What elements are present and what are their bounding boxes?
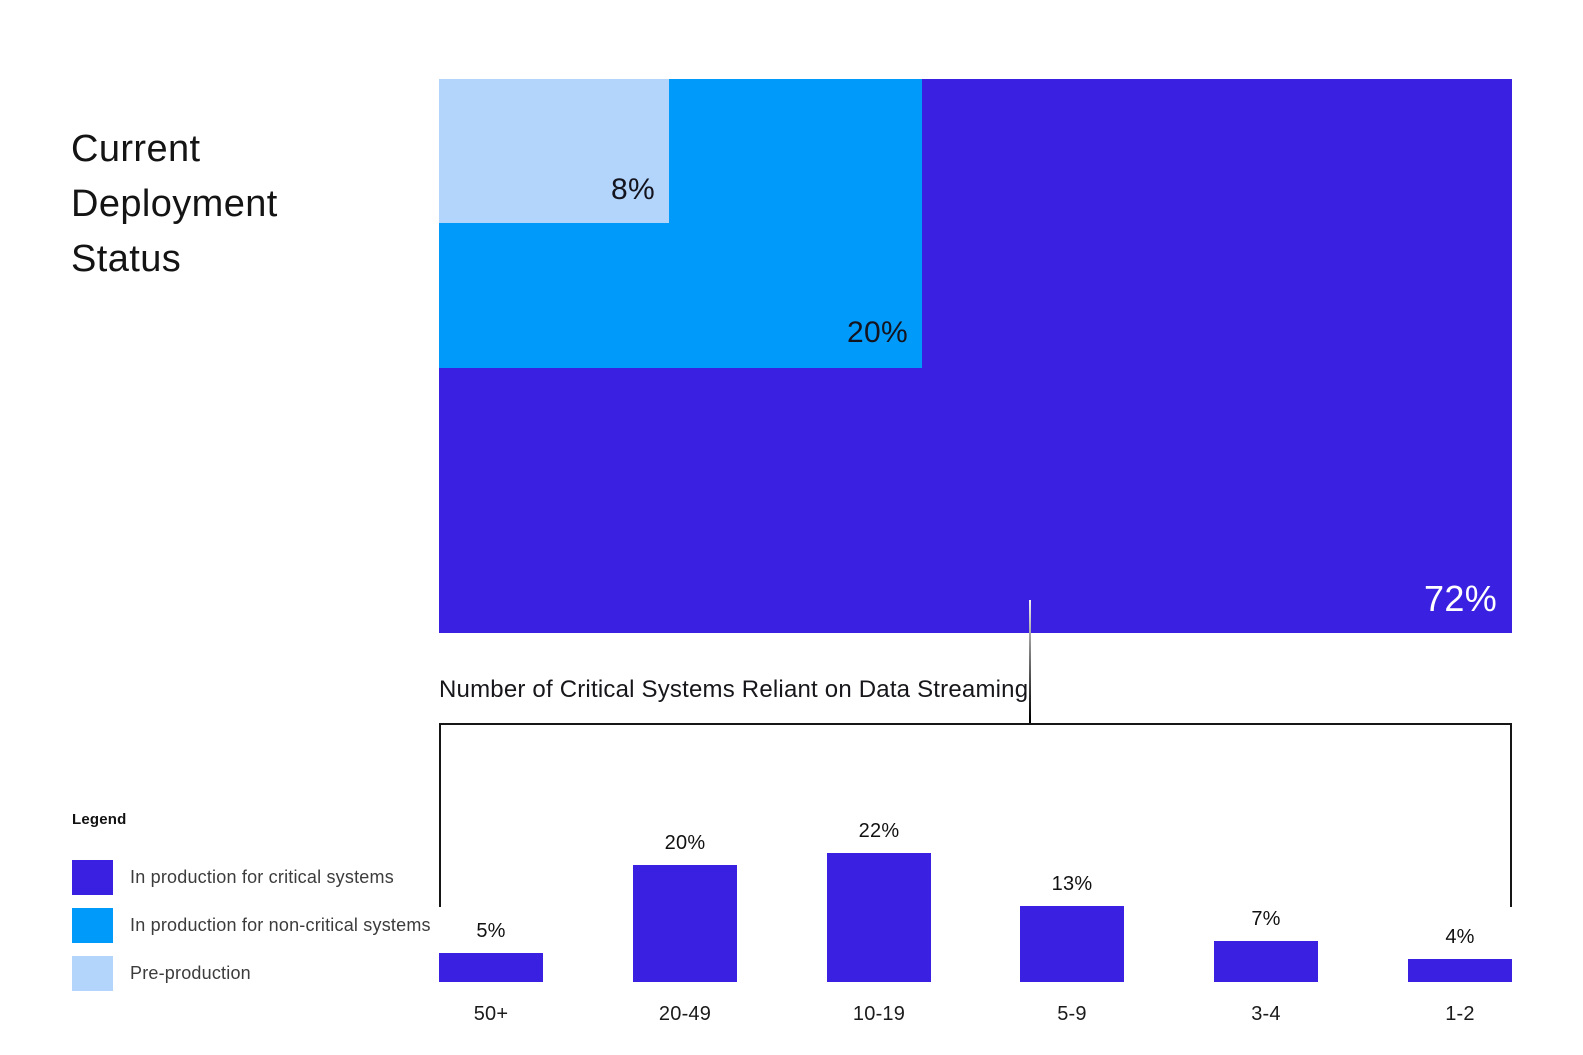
treemap-value-non-critical: 20%	[847, 316, 908, 349]
bar-category-label: 10-19	[852, 1003, 906, 1025]
bar-category-label: 1-2	[1445, 1003, 1475, 1025]
bar-category-label: 5-9	[1057, 1003, 1087, 1025]
bar-chart: 5% 50+ 20% 20-49 22% 10-19 13% 5-9 7% 3-4 4% 1-2	[439, 723, 1512, 1055]
bar-3-4	[1214, 941, 1318, 982]
page-title-line: Current	[71, 128, 201, 170]
bar-5-9	[1020, 906, 1124, 982]
bar-chart-frame	[439, 723, 1512, 907]
legend-label: Pre-production	[130, 963, 251, 983]
treemap-value-pre-production: 8%	[611, 173, 655, 206]
legend-label: In production for critical systems	[130, 867, 394, 887]
bar-value-label: 5%	[476, 920, 506, 942]
legend-label: In production for non-critical systems	[130, 915, 431, 935]
connector-line	[1029, 600, 1031, 723]
bar-10-19	[827, 853, 931, 982]
page-title-line: Status	[71, 238, 182, 280]
page-title: Current Deployment Status	[71, 122, 278, 287]
bar-chart-title: Number of Critical Systems Reliant on Da…	[439, 676, 1029, 703]
treemap-segment-pre-production: 8%	[439, 79, 669, 223]
legend-item: Pre-production	[72, 956, 251, 991]
legend-swatch-critical	[72, 860, 113, 895]
bar-value-label: 22%	[858, 820, 900, 842]
legend-item: In production for critical systems	[72, 860, 394, 895]
treemap-value-critical: 72%	[1424, 578, 1497, 619]
bar-category-label: 50+	[473, 1003, 509, 1025]
legend-item: In production for non-critical systems	[72, 908, 431, 943]
deployment-treemap: 72% 20% 8%	[439, 79, 1512, 633]
page-title-line: Deployment	[71, 183, 278, 225]
bar-value-label: 20%	[664, 832, 706, 854]
bar-20-49	[633, 865, 737, 982]
legend: Legend In production for critical system…	[72, 811, 431, 991]
bar-category-label: 3-4	[1251, 1003, 1281, 1025]
legend-title: Legend	[72, 811, 127, 828]
bar-value-label: 7%	[1251, 908, 1281, 930]
bar-category-label: 20-49	[658, 1003, 712, 1025]
legend-swatch-pre_production	[72, 956, 113, 991]
bar-value-label: 4%	[1445, 926, 1475, 948]
bar-value-label: 13%	[1051, 873, 1093, 895]
bar-50+	[439, 953, 543, 982]
legend-swatch-non_critical	[72, 908, 113, 943]
bar-1-2	[1408, 959, 1512, 982]
